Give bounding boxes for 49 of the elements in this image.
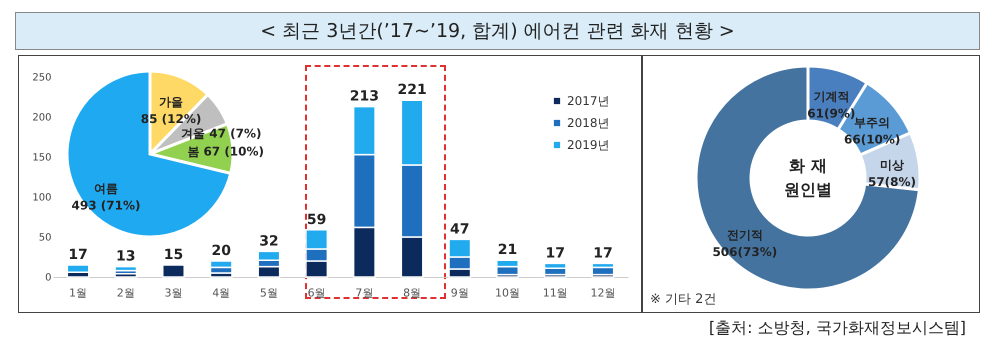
text: 화 재 원인별 [783, 155, 833, 201]
y-tick-label: 100 [32, 192, 52, 204]
legend-label: 2018년 [567, 116, 610, 130]
x-tick-label: 4월 [212, 286, 230, 300]
x-tick-label: 7월 [355, 286, 374, 300]
total-label: 20 [211, 243, 232, 259]
total-label: 59 [306, 212, 326, 228]
x-tick-label: 1월 [69, 286, 88, 300]
total-label: 17 [545, 245, 565, 262]
y-tick-label: 200 [32, 112, 52, 124]
total-label: 221 [397, 82, 427, 98]
slice-label: 겨울 47 (7%) [181, 126, 262, 140]
data-label: 85 (12%) [140, 112, 202, 126]
bar [114, 266, 138, 272]
x-tick-label: 11월 [542, 286, 568, 300]
slice-label: 여름 [94, 182, 118, 196]
x-tick-label: 6월 [308, 286, 326, 300]
total-label: 15 [164, 247, 184, 263]
slice-label: 기계적 [813, 89, 850, 104]
total-label: 213 [350, 88, 379, 105]
slice-label: 전기적 [726, 228, 763, 242]
y-tick-label: 0 [45, 272, 52, 284]
slice-label: 가을 [159, 95, 184, 110]
y-tick-label: 150 [32, 152, 52, 164]
total-label: 21 [498, 242, 518, 258]
data-label: 57(8%) [868, 174, 916, 189]
total-label: 47 [450, 221, 470, 238]
x-tick-label: 2월 [116, 286, 135, 300]
total-label: 32 [259, 233, 279, 250]
x-tick-label: 12월 [590, 286, 616, 300]
total-label: 13 [116, 248, 136, 265]
donut-slice [694, 64, 921, 292]
x-tick-label: 9월 [450, 286, 469, 300]
chart-title: < 최근 3년간(’17~’19, 합계) 에어컨 관련 화재 현황 > [15, 12, 980, 50]
text: ※ 기타 2건 [650, 291, 716, 308]
x-tick-label: 8월 [403, 286, 422, 300]
y-tick-label: 50 [38, 232, 52, 244]
x-tick-label: 10월 [495, 286, 520, 300]
total-label: 17 [593, 245, 613, 262]
x-tick-label: 3월 [164, 286, 182, 300]
legend-label: 2017년 [567, 94, 610, 108]
total-label: 17 [68, 247, 88, 263]
y-tick-label: 250 [32, 72, 52, 84]
slice-label: 미상 [880, 158, 904, 172]
legend-label: 2019년 [567, 138, 610, 152]
slice-label: 부주의 [854, 115, 890, 130]
bar [162, 264, 185, 278]
text: [출처: 소방청, 국가화재정보시스템] [708, 318, 966, 339]
x-tick-label: 5월 [260, 286, 278, 300]
